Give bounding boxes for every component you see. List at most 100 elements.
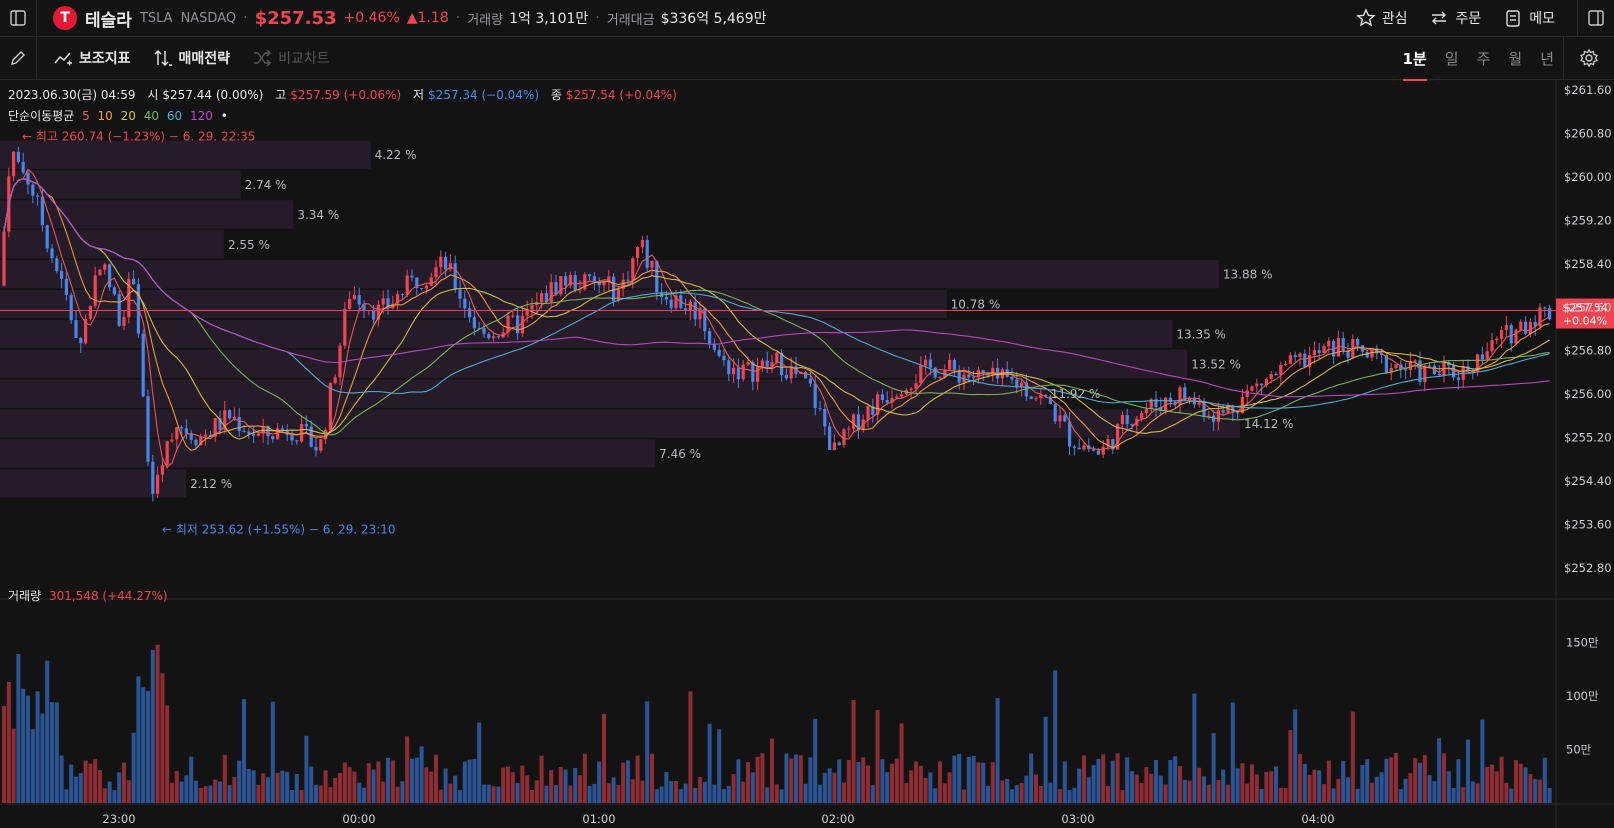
candle <box>285 429 289 435</box>
candle <box>1092 449 1096 451</box>
candle <box>1058 415 1062 422</box>
candle <box>952 359 956 370</box>
volume-profile-bar <box>0 170 241 199</box>
volume-bar <box>1158 775 1163 803</box>
sidebar-toggle-icon[interactable] <box>0 0 37 36</box>
candle <box>280 428 284 430</box>
watch-button[interactable]: 관심 <box>1355 8 1407 28</box>
volume-bar <box>150 649 155 803</box>
candle <box>1255 383 1259 387</box>
candle <box>592 276 596 282</box>
volume-bar <box>736 759 741 803</box>
draw-pencil-icon[interactable] <box>0 37 37 79</box>
panel-toggle-icon[interactable] <box>1577 0 1614 36</box>
volume-bar <box>1384 758 1389 803</box>
candle <box>919 365 923 384</box>
volume-bar <box>1173 756 1178 803</box>
tab-month[interactable]: 월 <box>1508 49 1523 68</box>
gear-icon[interactable] <box>1563 37 1614 79</box>
volume-profile-label: 13.88 % <box>1223 268 1273 282</box>
volume-bar <box>1192 693 1197 803</box>
candle <box>12 151 16 177</box>
volume-bar <box>870 785 875 803</box>
candle <box>1063 415 1067 422</box>
candle <box>1519 321 1523 330</box>
price-chart[interactable]: 4.22 % 2.74 % 3.34 % 2.55 % 13.88 % 10.78 % 13… <box>0 80 1614 828</box>
volume-bar <box>827 768 832 803</box>
volume-bar <box>510 772 515 803</box>
volume-bar <box>842 782 846 803</box>
volume-bar <box>203 786 208 803</box>
candle <box>981 370 985 374</box>
candle <box>760 360 764 367</box>
candle <box>21 161 25 173</box>
ma-legend[interactable]: 단순이동평균 5 10 20 40 60 120 • <box>8 107 232 124</box>
volume-bar <box>1523 767 1528 803</box>
candle <box>626 279 630 281</box>
volume-bar <box>179 781 184 803</box>
volume-bar <box>486 784 491 803</box>
volume-profile-bar <box>0 260 1219 289</box>
candle <box>1034 398 1038 400</box>
candle <box>1356 338 1360 346</box>
volume-bar <box>74 776 78 803</box>
volume-bar <box>947 772 952 803</box>
order-button[interactable]: 주문 <box>1429 8 1481 28</box>
tab-1min[interactable]: 1분 <box>1402 49 1428 81</box>
volume-bar <box>6 681 11 803</box>
tab-day[interactable]: 일 <box>1444 49 1459 68</box>
candle <box>463 298 467 309</box>
volume-bar <box>765 787 770 803</box>
volume-bar <box>45 660 50 803</box>
candle <box>1144 409 1148 414</box>
candle <box>1504 325 1508 331</box>
volume-bar <box>1216 779 1221 803</box>
volume-bar <box>1350 711 1355 803</box>
volume-bar <box>2 705 6 803</box>
tab-year[interactable]: 년 <box>1540 49 1554 68</box>
volume-bar <box>995 698 1000 803</box>
candle <box>1260 383 1264 386</box>
candle <box>1476 354 1480 372</box>
candle <box>1039 394 1043 399</box>
volume-bar <box>1130 771 1134 803</box>
candle <box>1380 353 1384 355</box>
candle <box>645 240 649 268</box>
volume-bar <box>1034 774 1038 803</box>
volume-bar <box>256 784 261 803</box>
candle <box>1293 355 1297 357</box>
memo-button[interactable]: 메모 <box>1503 8 1555 28</box>
volume-bar <box>98 770 102 803</box>
volume-panel-value: 301,548 (+44.27%) <box>48 589 168 603</box>
strategy-button[interactable]: 매매전략 <box>153 48 230 68</box>
candle <box>717 349 721 356</box>
volume-bar <box>462 761 467 803</box>
star-icon <box>1355 8 1376 27</box>
indicators-button[interactable]: 보조지표 <box>53 48 131 68</box>
volume-bar <box>1389 757 1394 803</box>
y-tick-label: $256.00 <box>1564 387 1612 401</box>
volume-bar <box>477 722 482 803</box>
candle <box>1154 399 1158 408</box>
candle <box>1303 353 1307 368</box>
volume-bar <box>1187 780 1192 803</box>
volume-bar <box>40 713 45 803</box>
volume-bar <box>741 781 746 803</box>
candle <box>669 299 673 309</box>
volume-bar <box>1518 763 1523 803</box>
volume-bar <box>1331 788 1336 803</box>
volume-bar <box>1106 785 1110 803</box>
volume-bar <box>702 781 707 803</box>
candle <box>909 388 913 390</box>
y-tick-label: $261.60 <box>1564 83 1612 97</box>
compare-button[interactable]: 비교차트 <box>252 48 330 68</box>
volume-bar <box>314 784 318 803</box>
candle <box>1327 340 1331 347</box>
volume-bar <box>635 755 640 803</box>
x-tick-label: 01:00 <box>582 812 615 826</box>
candle <box>727 360 731 375</box>
candle <box>900 394 904 397</box>
y-tick-label: $252.80 <box>1564 561 1612 575</box>
tab-week[interactable]: 주 <box>1476 49 1491 68</box>
volume-bar <box>1307 774 1312 803</box>
